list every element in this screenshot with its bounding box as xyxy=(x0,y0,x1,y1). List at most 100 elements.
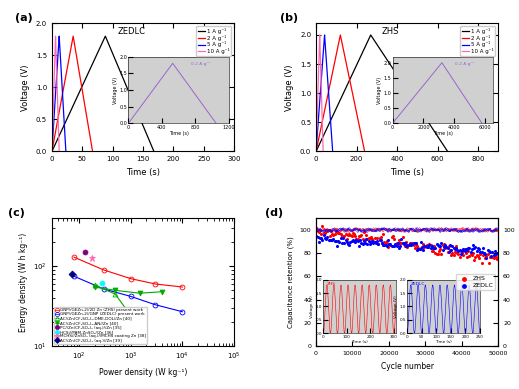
ZHS xyxy=(372,239,380,245)
Point xyxy=(332,228,340,235)
Point xyxy=(423,226,431,232)
Point xyxy=(482,227,490,233)
Point xyxy=(371,228,379,234)
Point xyxy=(332,227,340,233)
Point xyxy=(449,227,458,233)
ZEDLC xyxy=(418,244,426,250)
ZHS xyxy=(346,232,354,238)
ZEDLC xyxy=(479,245,487,251)
ZHS xyxy=(363,236,372,242)
ZEDLC xyxy=(377,237,385,243)
ZHS xyxy=(423,242,431,249)
Point xyxy=(485,227,493,233)
Point xyxy=(384,228,392,234)
Point xyxy=(368,227,376,233)
Point xyxy=(477,228,486,234)
ZEDLC xyxy=(493,250,501,256)
ZHS xyxy=(391,242,400,248)
ZEDLC xyxy=(445,249,453,255)
ZEDLC xyxy=(379,242,387,248)
Point xyxy=(443,226,452,233)
Point xyxy=(362,228,371,235)
Point xyxy=(479,228,487,234)
ZEDLC xyxy=(324,237,333,243)
ZHS xyxy=(318,223,326,230)
ZEDLC xyxy=(385,241,393,247)
ZHS xyxy=(488,254,497,260)
ZEDLC xyxy=(424,244,432,251)
ZHS xyxy=(378,239,386,245)
ZHS xyxy=(312,225,321,231)
ZHS xyxy=(370,238,378,245)
Point xyxy=(352,226,361,232)
ZEDLC xyxy=(452,245,460,251)
Point xyxy=(467,227,475,233)
Point xyxy=(323,226,332,232)
ZHS xyxy=(374,240,383,247)
Point xyxy=(438,226,446,232)
Point xyxy=(425,228,433,234)
ZHS xyxy=(432,251,441,257)
Point xyxy=(338,226,346,232)
Point xyxy=(364,226,373,233)
ZEDLC xyxy=(435,244,443,250)
Point xyxy=(359,226,367,233)
ZHS xyxy=(325,233,334,239)
ZHS xyxy=(421,243,430,249)
ZHS xyxy=(465,253,473,259)
ZHS xyxy=(380,239,389,245)
Point xyxy=(344,227,352,233)
ZEDLC xyxy=(414,246,422,252)
ZHS xyxy=(454,251,462,257)
Point xyxy=(386,227,394,233)
Point xyxy=(408,226,416,232)
Point xyxy=(325,227,334,233)
ZHS xyxy=(397,240,405,246)
Point xyxy=(458,226,466,232)
ZEDLC xyxy=(343,238,351,245)
ZHS xyxy=(460,245,469,252)
Point xyxy=(386,228,394,234)
Point xyxy=(440,226,448,233)
Point xyxy=(362,226,371,232)
ZHS xyxy=(441,245,449,252)
Point xyxy=(361,228,369,234)
Point xyxy=(363,228,372,235)
Point xyxy=(443,227,452,233)
Point xyxy=(377,227,385,233)
ZEDLC xyxy=(335,239,344,245)
Point xyxy=(448,227,457,233)
ZEDLC xyxy=(406,241,414,247)
Point xyxy=(340,228,348,235)
ZHS xyxy=(371,235,379,242)
Point xyxy=(457,228,465,234)
ZHS xyxy=(338,233,346,239)
Point xyxy=(420,226,429,232)
Point xyxy=(412,228,420,234)
Y-axis label: Voltage (V): Voltage (V) xyxy=(21,64,30,110)
Point xyxy=(432,227,441,233)
ZEDLC xyxy=(312,233,321,239)
ZHS xyxy=(364,235,373,242)
ZHS xyxy=(381,240,390,246)
ZHS xyxy=(486,254,494,260)
ZHS xyxy=(392,240,401,247)
Point xyxy=(344,226,352,232)
Point xyxy=(379,228,387,234)
Point xyxy=(448,227,457,233)
Point xyxy=(336,226,345,232)
Point xyxy=(375,226,384,233)
Point xyxy=(429,226,437,233)
ZHS xyxy=(399,234,407,240)
ZEDLC xyxy=(488,249,497,255)
Point xyxy=(487,228,496,234)
Point xyxy=(453,228,461,234)
Point xyxy=(407,226,415,232)
Point xyxy=(416,227,424,233)
ZHS xyxy=(402,238,411,245)
Point xyxy=(318,227,326,233)
ZHS xyxy=(388,233,396,240)
Point xyxy=(484,226,492,232)
ZEDLC xyxy=(487,253,496,259)
ZEDLC xyxy=(431,245,440,252)
